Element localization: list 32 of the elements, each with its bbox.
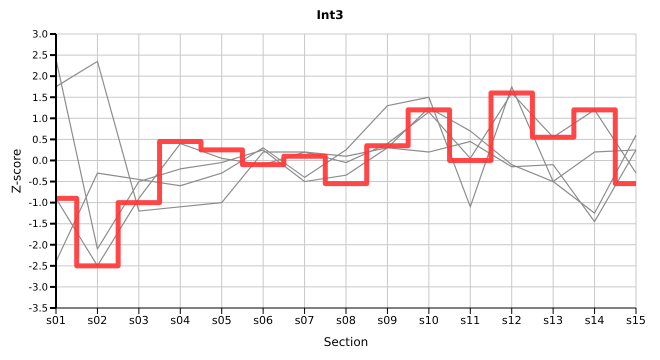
x-tick-label: s11 xyxy=(460,314,480,327)
y-tick-label: 1.5 xyxy=(32,92,48,104)
x-tick-label: s15 xyxy=(626,314,646,327)
x-tick-label: s04 xyxy=(170,314,190,327)
x-tick-label: s02 xyxy=(88,314,108,327)
x-tick-label: s13 xyxy=(543,314,564,327)
y-tick-label: -2.5 xyxy=(28,261,48,272)
y-tick-label: -3.5 xyxy=(28,304,48,315)
chart-title: Int3 xyxy=(315,8,345,24)
y-tick-label: 1.0 xyxy=(32,114,48,125)
x-tick-label: s14 xyxy=(584,314,604,327)
y-tick-label: 2.5 xyxy=(32,50,48,62)
x-tick-label: s12 xyxy=(502,314,522,327)
x-tick-label: s07 xyxy=(294,314,314,327)
y-tick-label: -3.0 xyxy=(28,282,48,294)
y-tick-label: -1.5 xyxy=(28,219,48,230)
x-tick-label: s06 xyxy=(253,314,274,327)
x-tick-label: s03 xyxy=(128,314,149,327)
x-tick-label: s08 xyxy=(336,314,356,327)
x-axis-title: Section xyxy=(324,335,368,349)
y-tick-label: 3.0 xyxy=(32,30,48,41)
y-tick-label: 0.5 xyxy=(32,134,48,146)
y-axis-title: Z-score xyxy=(9,148,24,194)
x-tick-label: s01 xyxy=(46,314,66,327)
y-tick-label: -2.0 xyxy=(28,240,48,252)
x-tick-label: s09 xyxy=(378,314,398,327)
x-tick-label: s10 xyxy=(418,314,439,327)
x-tick-label: s05 xyxy=(212,314,232,327)
y-tick-label: -1.0 xyxy=(28,198,48,210)
y-tick-label: -0.5 xyxy=(28,177,48,188)
y-tick-label: 0.0 xyxy=(32,156,48,168)
y-tick-label: 2.0 xyxy=(32,72,48,83)
